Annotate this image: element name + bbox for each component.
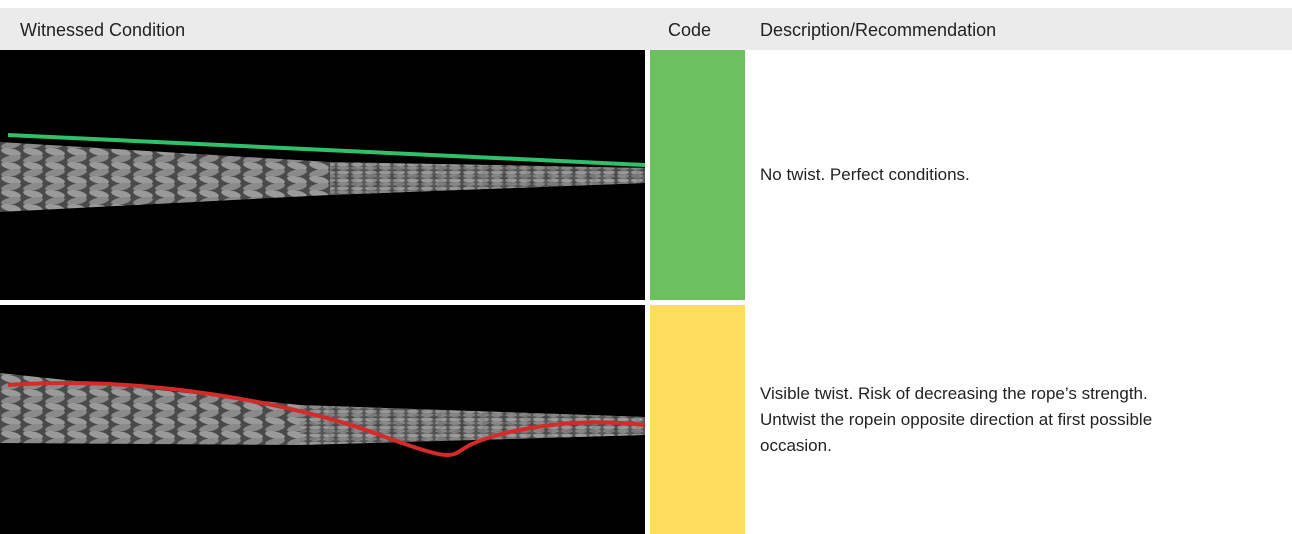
column-header: Witnessed Condition bbox=[20, 20, 185, 41]
code-cell bbox=[650, 50, 745, 300]
rope-image bbox=[0, 305, 645, 534]
page: Witnessed Condition Code Description/Rec… bbox=[0, 0, 1292, 534]
rope-image bbox=[0, 50, 645, 300]
description: Visible twist. Risk of decreasing the ro… bbox=[760, 305, 1170, 534]
header-row: Witnessed Condition Code Description/Rec… bbox=[0, 8, 1292, 50]
column-header: Description/Recommendation bbox=[760, 20, 996, 41]
code-cell bbox=[650, 305, 745, 534]
column-header: Code bbox=[668, 20, 711, 41]
description: No twist. Perfect conditions. bbox=[760, 50, 1170, 300]
